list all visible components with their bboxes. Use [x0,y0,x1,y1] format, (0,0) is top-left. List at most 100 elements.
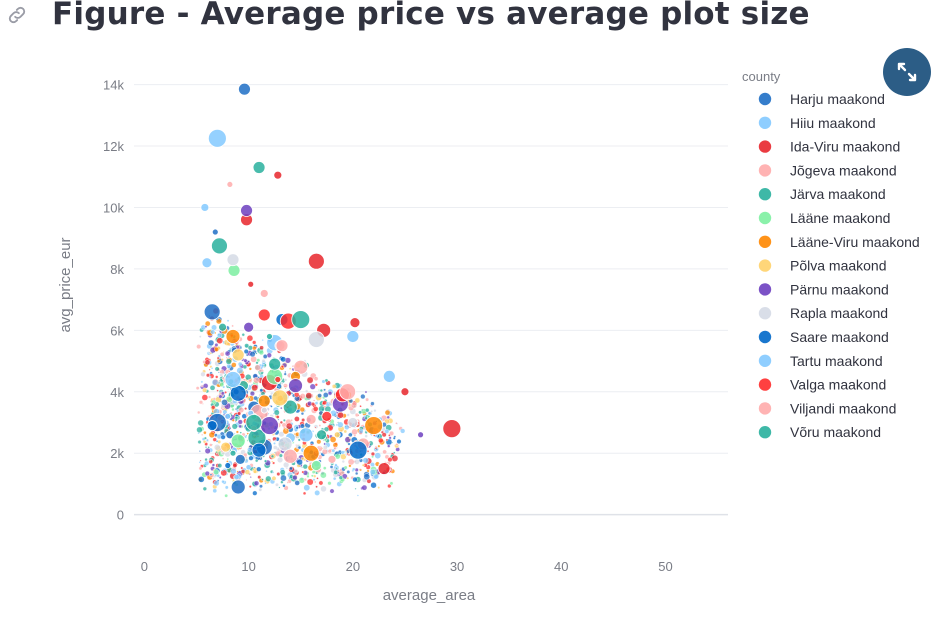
legend-marker [758,259,772,272]
data-point [225,329,241,344]
point-small [219,372,224,377]
point-small [253,480,260,486]
point-small [201,394,209,401]
point-small [358,410,362,415]
data-point [224,371,242,388]
point-small [335,467,338,470]
point-small [310,474,314,478]
point-small [248,455,254,461]
point-small [247,447,253,453]
point-small [211,405,216,410]
point-small [247,360,251,363]
point-small [231,423,238,430]
point-small [214,366,220,372]
legend-label: Järva maakond [790,186,886,202]
point-small [263,366,266,369]
point-small [280,474,287,482]
point-small [251,384,259,392]
point-small [219,352,225,357]
point-small [288,367,292,370]
point-small [294,416,300,422]
point-small [231,324,234,328]
point-small [359,405,362,408]
point-small [221,479,225,484]
point-small [387,444,391,448]
point-small [227,388,230,391]
point-small [203,436,207,440]
x-tick-label: 0 [141,559,148,574]
point-small [346,476,350,480]
point-small [270,454,275,458]
point-small [306,478,314,486]
point-small [202,383,209,389]
point-small [319,388,323,393]
point-small [197,419,204,427]
point-small [282,484,286,488]
point-small [276,472,281,477]
data-point [291,310,311,329]
legend-label: Tartu maakond [790,353,883,369]
legend-label: Ida-Viru maakond [790,139,900,155]
point-small [365,397,369,402]
link-icon[interactable] [6,4,28,26]
point-small [317,393,322,398]
point-small [249,351,256,358]
point-small [361,408,364,412]
point-small [215,450,219,454]
point-small [200,371,206,377]
point-small [250,356,257,363]
y-tick-label: 2k [110,446,124,461]
data-point [243,321,255,333]
data-point [346,330,360,343]
point-small [202,440,207,444]
fullscreen-button[interactable] [883,48,931,96]
point-small [202,486,207,491]
point-small [299,423,305,429]
point-small [280,406,283,410]
point-small [352,467,356,471]
point-small [280,365,284,369]
point-small [292,474,298,481]
point-small [216,332,223,339]
data-point [218,322,227,332]
point-small [253,466,256,469]
data-point [224,412,232,420]
legend-marker [758,354,772,367]
point-small [283,372,287,376]
header: Figure - Average price vs average plot s… [0,0,932,40]
point-small [202,387,208,393]
data-point [238,82,251,96]
data-point [207,128,227,148]
data-point [245,414,263,431]
point-small [299,393,306,400]
point-small [246,334,254,342]
legend-marker [758,426,772,439]
point-small [296,458,303,466]
y-tick-label: 14k [103,78,124,93]
legend-label: Harju maakond [790,91,885,107]
point-small [305,392,313,399]
point-small [226,363,232,369]
point-small [359,468,361,471]
point-small [216,359,221,364]
point-small [226,457,229,461]
point-small [215,440,219,443]
point-small [303,484,311,492]
point-small [207,339,215,347]
point-small [264,482,267,485]
point-small [247,345,253,351]
y-tick-label: 6k [110,323,124,338]
point-small [235,430,239,434]
point-small [304,389,309,393]
point-small [346,413,350,417]
point-small [323,426,330,432]
point-small [306,376,314,384]
point-small [386,415,390,420]
x-tick-label: 10 [241,559,255,574]
point-small [202,403,204,405]
point-small [375,448,378,451]
point-small [301,418,306,423]
point-small [208,395,212,399]
point-small [329,488,335,494]
